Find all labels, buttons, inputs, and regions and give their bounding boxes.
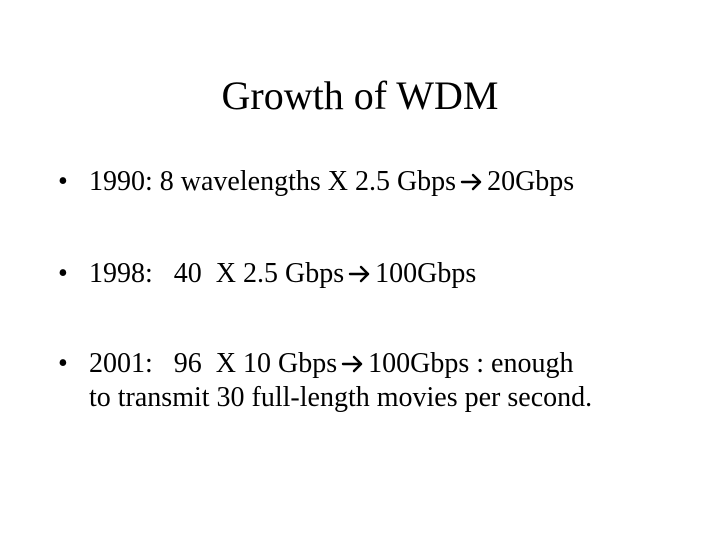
bullet-text-before: 1998: 40 X 2.5 Gbps — [89, 258, 345, 289]
slide-title: Growth of WDM — [221, 73, 499, 118]
bullet-text: 2001: 96 X 10 Gbps 100Gbps : enough — [89, 347, 688, 381]
right-arrow-icon — [348, 264, 372, 284]
bullet-text-line2: to transmit 30 full-length movies per se… — [89, 382, 593, 413]
bullet-marker: • — [58, 166, 68, 197]
bullet-marker: • — [58, 258, 68, 289]
bullet-item-1990: • 1990: 8 wavelengths X 2.5 Gbps 20Gbps — [58, 165, 688, 199]
bullet-text: 1998: 40 X 2.5 Gbps 100Gbps — [89, 257, 688, 291]
bullet-text-before: 2001: 96 X 10 Gbps — [89, 348, 338, 379]
right-arrow-icon — [341, 354, 365, 374]
bullet-text-after: 100Gbps — [375, 258, 477, 289]
bullet-text-after: 100Gbps : enough — [368, 348, 574, 379]
bullet-marker: • — [58, 348, 68, 379]
bullet-item-2001: • 2001: 96 X 10 Gbps 100Gbps : enough to … — [58, 347, 688, 415]
bullet-item-1998: • 1998: 40 X 2.5 Gbps 100Gbps — [58, 257, 688, 291]
bullet-text-before: 1990: 8 wavelengths X 2.5 Gbps — [89, 166, 457, 197]
bullet-text: 1990: 8 wavelengths X 2.5 Gbps 20Gbps — [89, 165, 688, 199]
bullet-text-after: 20Gbps — [487, 166, 575, 197]
right-arrow-icon — [460, 172, 484, 192]
